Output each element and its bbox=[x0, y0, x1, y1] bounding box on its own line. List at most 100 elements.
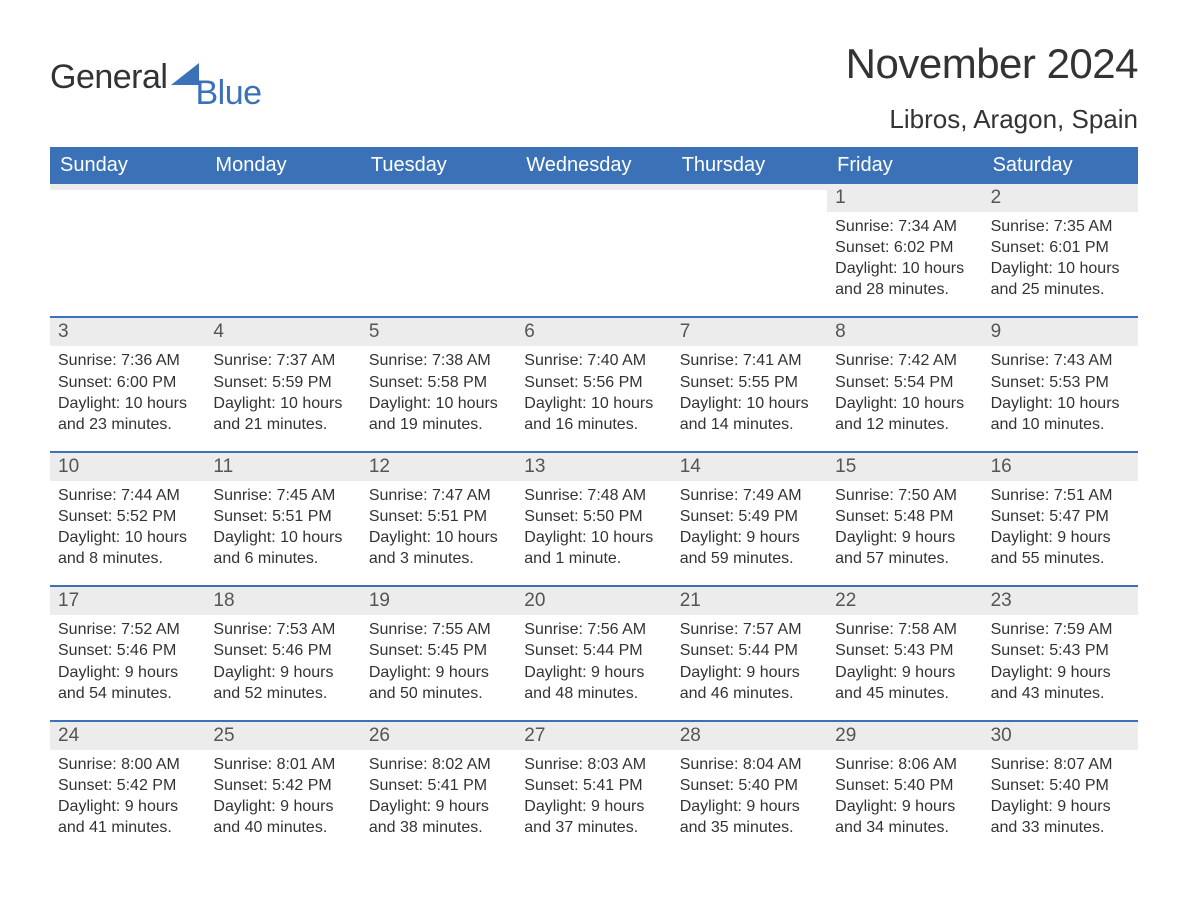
dow-friday: Friday bbox=[827, 147, 982, 184]
day-number-bar: 7 bbox=[672, 318, 827, 346]
day-number: 13 bbox=[524, 456, 545, 477]
sunrise-text: Sunrise: 7:53 AM bbox=[213, 619, 352, 640]
day-number: 10 bbox=[58, 456, 79, 477]
day-cell: 9Sunrise: 7:43 AMSunset: 5:53 PMDaylight… bbox=[983, 318, 1138, 440]
day-body: Sunrise: 8:04 AMSunset: 5:40 PMDaylight:… bbox=[672, 750, 827, 844]
sunrise-text: Sunrise: 7:55 AM bbox=[369, 619, 508, 640]
sunset-text: Sunset: 5:51 PM bbox=[213, 506, 352, 527]
sunrise-text: Sunrise: 7:59 AM bbox=[991, 619, 1130, 640]
day-cell: 25Sunrise: 8:01 AMSunset: 5:42 PMDayligh… bbox=[205, 722, 360, 844]
sunset-text: Sunset: 5:40 PM bbox=[835, 775, 974, 796]
sunrise-text: Sunrise: 7:56 AM bbox=[524, 619, 663, 640]
day-number-bar: 30 bbox=[983, 722, 1138, 750]
day-number-bar: 14 bbox=[672, 453, 827, 481]
day-cell bbox=[50, 184, 205, 306]
day-cell: 22Sunrise: 7:58 AMSunset: 5:43 PMDayligh… bbox=[827, 587, 982, 709]
day-number: 18 bbox=[213, 590, 234, 611]
day-body: Sunrise: 8:07 AMSunset: 5:40 PMDaylight:… bbox=[983, 750, 1138, 844]
brand-logo: General Blue bbox=[50, 40, 266, 97]
day-body: Sunrise: 7:40 AMSunset: 5:56 PMDaylight:… bbox=[516, 346, 671, 440]
day-number-bar: 6 bbox=[516, 318, 671, 346]
day-cell: 13Sunrise: 7:48 AMSunset: 5:50 PMDayligh… bbox=[516, 453, 671, 575]
sunset-text: Sunset: 5:48 PM bbox=[835, 506, 974, 527]
day-number-bar: 16 bbox=[983, 453, 1138, 481]
day-number: 29 bbox=[835, 725, 856, 746]
title-block: November 2024 Libros, Aragon, Spain bbox=[846, 40, 1138, 135]
daylight-text: Daylight: 9 hours and 34 minutes. bbox=[835, 796, 974, 838]
day-body: Sunrise: 8:06 AMSunset: 5:40 PMDaylight:… bbox=[827, 750, 982, 844]
day-number: 8 bbox=[835, 321, 846, 342]
sunrise-text: Sunrise: 8:04 AM bbox=[680, 754, 819, 775]
daylight-text: Daylight: 10 hours and 19 minutes. bbox=[369, 393, 508, 435]
daylight-text: Daylight: 10 hours and 12 minutes. bbox=[835, 393, 974, 435]
daylight-text: Daylight: 9 hours and 37 minutes. bbox=[524, 796, 663, 838]
sunrise-text: Sunrise: 8:03 AM bbox=[524, 754, 663, 775]
day-number-bar: 4 bbox=[205, 318, 360, 346]
dow-wednesday: Wednesday bbox=[516, 147, 671, 184]
day-number: 11 bbox=[213, 456, 233, 477]
sunset-text: Sunset: 5:52 PM bbox=[58, 506, 197, 527]
dow-saturday: Saturday bbox=[983, 147, 1138, 184]
day-number-bar bbox=[516, 184, 671, 190]
daylight-text: Daylight: 9 hours and 48 minutes. bbox=[524, 662, 663, 704]
day-body: Sunrise: 7:55 AMSunset: 5:45 PMDaylight:… bbox=[361, 615, 516, 709]
daylight-text: Daylight: 10 hours and 25 minutes. bbox=[991, 258, 1130, 300]
daylight-text: Daylight: 10 hours and 14 minutes. bbox=[680, 393, 819, 435]
day-cell: 21Sunrise: 7:57 AMSunset: 5:44 PMDayligh… bbox=[672, 587, 827, 709]
days-of-week-header: Sunday Monday Tuesday Wednesday Thursday… bbox=[50, 147, 1138, 184]
day-cell: 6 Sunrise: 7:40 AMSunset: 5:56 PMDaylight… bbox=[516, 318, 671, 440]
sunset-text: Sunset: 5:55 PM bbox=[680, 372, 819, 393]
sunrise-text: Sunrise: 8:00 AM bbox=[58, 754, 197, 775]
day-number-bar: 23 bbox=[983, 587, 1138, 615]
day-number: 22 bbox=[835, 590, 856, 611]
day-number-bar: 25 bbox=[205, 722, 360, 750]
day-body: Sunrise: 7:57 AMSunset: 5:44 PMDaylight:… bbox=[672, 615, 827, 709]
sunset-text: Sunset: 5:43 PM bbox=[835, 640, 974, 661]
day-number: 6 bbox=[524, 321, 535, 342]
day-number-bar bbox=[50, 184, 205, 190]
daylight-text: Daylight: 10 hours and 6 minutes. bbox=[213, 527, 352, 569]
sunset-text: Sunset: 5:41 PM bbox=[369, 775, 508, 796]
day-number-bar: 24 bbox=[50, 722, 205, 750]
day-number: 23 bbox=[991, 590, 1012, 611]
sunrise-text: Sunrise: 7:48 AM bbox=[524, 485, 663, 506]
sunrise-text: Sunrise: 8:07 AM bbox=[991, 754, 1130, 775]
calendar: Sunday Monday Tuesday Wednesday Thursday… bbox=[50, 147, 1138, 844]
sunrise-text: Sunrise: 7:52 AM bbox=[58, 619, 197, 640]
day-body: Sunrise: 7:37 AMSunset: 5:59 PMDaylight:… bbox=[205, 346, 360, 440]
sunset-text: Sunset: 5:40 PM bbox=[680, 775, 819, 796]
day-body: Sunrise: 7:49 AMSunset: 5:49 PMDaylight:… bbox=[672, 481, 827, 575]
day-cell: 4Sunrise: 7:37 AMSunset: 5:59 PMDaylight… bbox=[205, 318, 360, 440]
day-number: 27 bbox=[524, 725, 545, 746]
daylight-text: Daylight: 10 hours and 8 minutes. bbox=[58, 527, 197, 569]
day-cell: 12Sunrise: 7:47 AMSunset: 5:51 PMDayligh… bbox=[361, 453, 516, 575]
day-number-bar bbox=[672, 184, 827, 190]
day-cell: 17Sunrise: 7:52 AMSunset: 5:46 PMDayligh… bbox=[50, 587, 205, 709]
day-cell: 20Sunrise: 7:56 AMSunset: 5:44 PMDayligh… bbox=[516, 587, 671, 709]
day-body: Sunrise: 7:36 AMSunset: 6:00 PMDaylight:… bbox=[50, 346, 205, 440]
daylight-text: Daylight: 9 hours and 45 minutes. bbox=[835, 662, 974, 704]
day-cell: 10 Sunrise: 7:44 AMSunset: 5:52 PMDayligh… bbox=[50, 453, 205, 575]
day-body: Sunrise: 7:50 AMSunset: 5:48 PMDaylight:… bbox=[827, 481, 982, 575]
daylight-text: Daylight: 9 hours and 52 minutes. bbox=[213, 662, 352, 704]
day-cell: 28Sunrise: 8:04 AMSunset: 5:40 PMDayligh… bbox=[672, 722, 827, 844]
day-body: Sunrise: 7:44 AMSunset: 5:52 PMDaylight:… bbox=[50, 481, 205, 575]
day-body: Sunrise: 7:41 AMSunset: 5:55 PMDaylight:… bbox=[672, 346, 827, 440]
day-number: 14 bbox=[680, 456, 701, 477]
day-cell bbox=[672, 184, 827, 306]
day-number-bar: 26 bbox=[361, 722, 516, 750]
sunset-text: Sunset: 6:00 PM bbox=[58, 372, 197, 393]
day-number-bar: 13 bbox=[516, 453, 671, 481]
daylight-text: Daylight: 10 hours and 21 minutes. bbox=[213, 393, 352, 435]
sunrise-text: Sunrise: 7:50 AM bbox=[835, 485, 974, 506]
sunrise-text: Sunrise: 7:49 AM bbox=[680, 485, 819, 506]
sunset-text: Sunset: 5:54 PM bbox=[835, 372, 974, 393]
sunset-text: Sunset: 5:44 PM bbox=[680, 640, 819, 661]
day-body: Sunrise: 7:47 AMSunset: 5:51 PMDaylight:… bbox=[361, 481, 516, 575]
daylight-text: Daylight: 9 hours and 35 minutes. bbox=[680, 796, 819, 838]
day-body: Sunrise: 7:51 AMSunset: 5:47 PMDaylight:… bbox=[983, 481, 1138, 575]
day-body: Sunrise: 7:45 AMSunset: 5:51 PMDaylight:… bbox=[205, 481, 360, 575]
dow-tuesday: Tuesday bbox=[361, 147, 516, 184]
day-number-bar bbox=[361, 184, 516, 190]
daylight-text: Daylight: 9 hours and 46 minutes. bbox=[680, 662, 819, 704]
